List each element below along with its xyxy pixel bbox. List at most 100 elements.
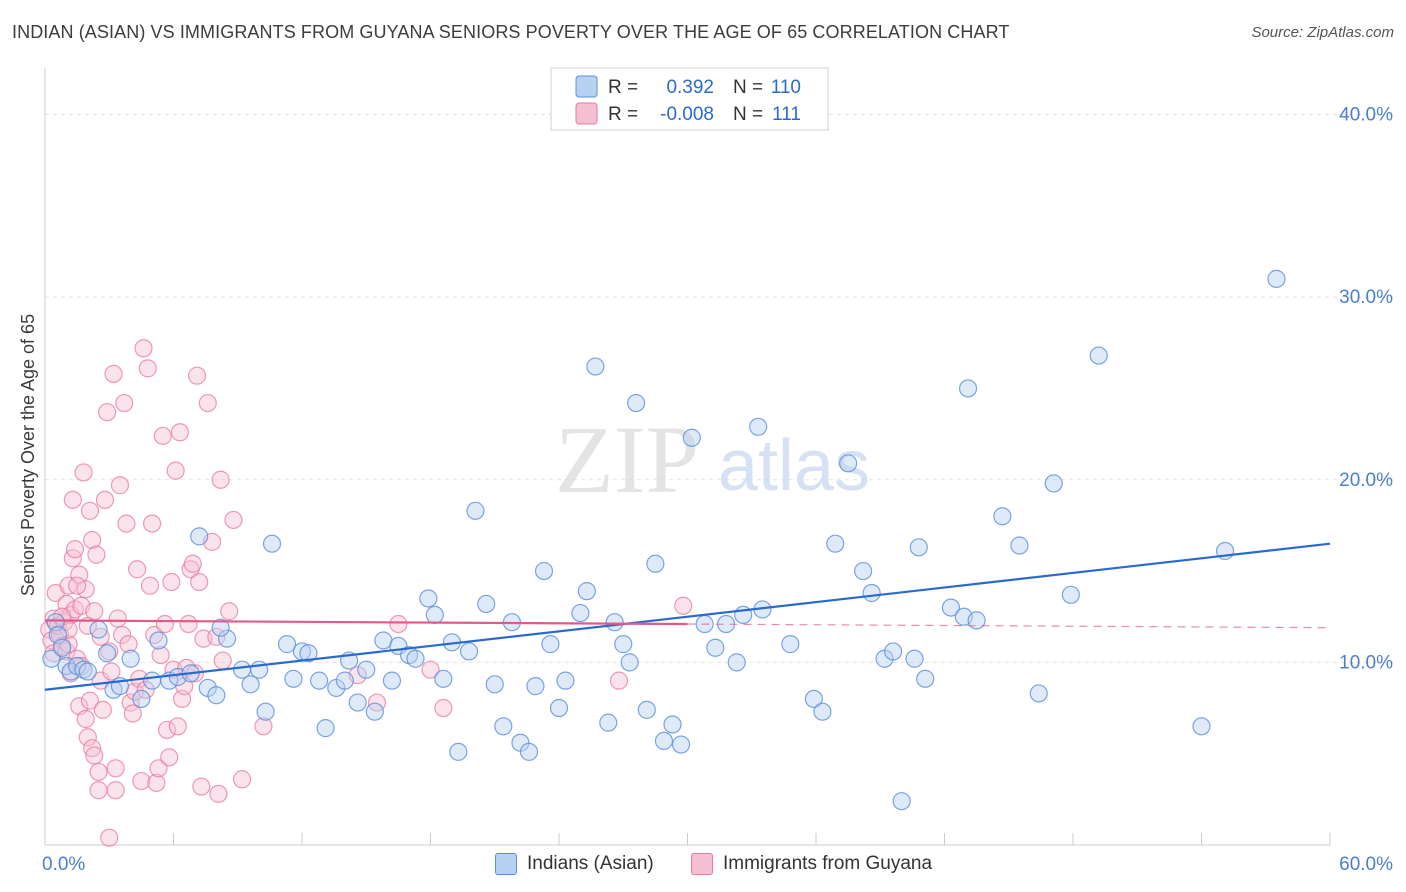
data-point-indians bbox=[706, 638, 725, 657]
data-point-guyana bbox=[74, 463, 93, 482]
data-point-guyana bbox=[151, 645, 170, 665]
data-point-indians bbox=[916, 669, 935, 688]
data-point-indians bbox=[207, 686, 226, 705]
data-point-indians bbox=[42, 649, 61, 668]
x-tick-labels: 0.0% 60.0% bbox=[42, 854, 1393, 875]
data-point-indians bbox=[284, 669, 303, 688]
data-point-indians bbox=[357, 660, 376, 679]
data-point-guyana bbox=[149, 759, 168, 778]
data-point-guyana bbox=[254, 717, 273, 736]
legend-swatch-indians-bottom bbox=[495, 853, 517, 875]
data-point-guyana bbox=[78, 728, 97, 747]
data-point-guyana bbox=[157, 720, 177, 740]
data-point-guyana bbox=[98, 403, 117, 422]
data-point-indians bbox=[599, 713, 618, 732]
data-point-guyana bbox=[76, 709, 95, 729]
data-point-indians bbox=[526, 677, 545, 696]
x-tick-label: 60.0% bbox=[1339, 854, 1393, 875]
data-point-guyana bbox=[170, 423, 190, 442]
data-point-indians bbox=[1029, 684, 1048, 703]
data-point-guyana bbox=[213, 651, 232, 670]
data-point-guyana bbox=[93, 700, 112, 719]
legend-n-label-1: N = bbox=[733, 77, 763, 98]
data-point-indians bbox=[190, 527, 209, 546]
series-guyana-points bbox=[40, 339, 693, 847]
watermark: ZIP atlas bbox=[555, 406, 870, 513]
data-point-guyana bbox=[108, 609, 127, 628]
data-point-indians bbox=[262, 534, 282, 553]
data-point-indians bbox=[967, 611, 986, 630]
trend-line-guyana-dashed bbox=[687, 623, 1331, 629]
legend-item-indians[interactable]: Indians (Asian) bbox=[495, 850, 654, 878]
data-point-indians bbox=[217, 629, 237, 648]
data-point-indians bbox=[804, 689, 823, 709]
data-point-indians bbox=[1267, 269, 1286, 288]
legend-item-guyana[interactable]: Immigrants from Guyana bbox=[691, 850, 932, 878]
data-point-indians bbox=[905, 649, 924, 668]
data-point-indians bbox=[909, 538, 928, 557]
data-point-guyana bbox=[190, 572, 209, 592]
data-point-guyana bbox=[127, 560, 147, 579]
legend-n-value-2: 111 bbox=[772, 104, 801, 125]
legend-r-label-1: R = bbox=[608, 77, 638, 98]
data-point-indians bbox=[556, 671, 575, 690]
data-point-indians bbox=[892, 792, 911, 811]
data-point-indians bbox=[781, 635, 800, 654]
data-point-guyana bbox=[87, 545, 106, 564]
data-point-indians bbox=[419, 589, 438, 608]
data-point-guyana bbox=[121, 693, 140, 712]
data-point-indians bbox=[958, 379, 978, 398]
bottom-legend: Indians (Asian) Immigrants from Guyana bbox=[0, 850, 1406, 880]
watermark-zip: ZIP bbox=[555, 406, 699, 513]
data-point-indians bbox=[335, 671, 354, 690]
data-point-indians bbox=[654, 731, 674, 751]
data-point-guyana bbox=[192, 777, 211, 796]
legend-r-value-2: -0.008 bbox=[660, 104, 714, 125]
data-point-guyana bbox=[166, 461, 185, 480]
data-point-indians bbox=[299, 644, 318, 663]
data-point-indians bbox=[466, 501, 485, 520]
data-point-guyana bbox=[674, 596, 693, 615]
data-point-guyana bbox=[162, 572, 181, 592]
data-point-guyana bbox=[106, 781, 125, 800]
data-point-indians bbox=[365, 702, 384, 721]
data-point-guyana bbox=[115, 393, 134, 413]
data-point-guyana bbox=[85, 746, 104, 765]
data-point-indians bbox=[993, 507, 1012, 526]
y-tick-labels: 10.0% 20.0% 30.0% 40.0% bbox=[1339, 105, 1393, 674]
data-point-indians bbox=[434, 669, 453, 688]
data-point-guyana bbox=[220, 602, 239, 621]
gridlines bbox=[45, 114, 1393, 663]
data-point-guyana bbox=[112, 625, 132, 645]
data-point-indians bbox=[310, 671, 329, 690]
data-point-indians bbox=[149, 631, 168, 650]
series-indians-points bbox=[42, 269, 1286, 811]
data-point-indians bbox=[1061, 585, 1080, 604]
data-point-guyana bbox=[198, 393, 217, 413]
data-point-indians bbox=[682, 428, 701, 447]
data-point-indians bbox=[571, 603, 590, 623]
data-point-indians bbox=[671, 735, 691, 754]
data-point-indians bbox=[586, 357, 605, 376]
data-point-guyana bbox=[117, 514, 136, 533]
data-point-indians bbox=[862, 583, 881, 603]
data-point-guyana bbox=[209, 784, 228, 803]
data-point-guyana bbox=[63, 490, 82, 509]
data-point-guyana bbox=[155, 614, 175, 634]
data-point-guyana bbox=[89, 781, 108, 800]
data-point-indians bbox=[626, 393, 646, 413]
data-point-indians bbox=[459, 642, 479, 661]
legend-r-label-2: R = bbox=[608, 104, 638, 125]
data-point-guyana bbox=[100, 828, 119, 847]
data-point-indians bbox=[78, 662, 97, 681]
data-point-indians bbox=[839, 454, 858, 473]
data-point-indians bbox=[121, 649, 140, 668]
data-point-guyana bbox=[89, 762, 108, 782]
y-tick-label: 20.0% bbox=[1339, 470, 1393, 491]
axes bbox=[44, 68, 1331, 846]
data-point-guyana bbox=[91, 627, 110, 646]
data-point-guyana bbox=[434, 698, 453, 718]
data-point-indians bbox=[1044, 474, 1063, 493]
y-tick-label: 30.0% bbox=[1339, 287, 1393, 308]
